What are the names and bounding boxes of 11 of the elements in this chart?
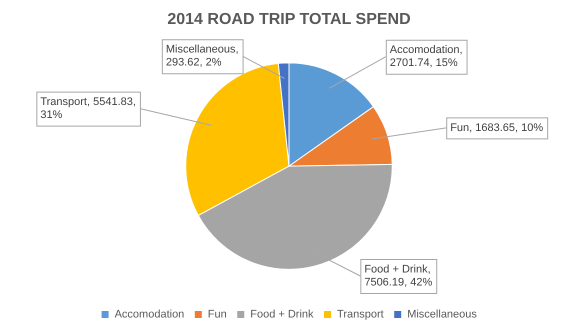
data-label: Fun, 1683.65, 10%: [450, 122, 544, 134]
data-label: Transport, 5541.83, 31%: [40, 96, 136, 122]
legend-label: Accomodation: [114, 308, 184, 321]
legend-label: Fun: [208, 308, 227, 321]
legend-label: Food + Drink: [250, 308, 314, 321]
legend-label: Transport: [337, 308, 384, 321]
legend-label: Miscellaneous: [407, 308, 478, 321]
data-label: Accomodation, 2701.74, 15%: [390, 44, 463, 70]
data-label: Food + Drink, 7506.19, 42%: [364, 264, 432, 289]
chart-title: 2014 ROAD TRIP TOTAL SPEND: [167, 11, 411, 28]
data-label: Miscellaneous, 293.62, 2%: [166, 44, 239, 69]
